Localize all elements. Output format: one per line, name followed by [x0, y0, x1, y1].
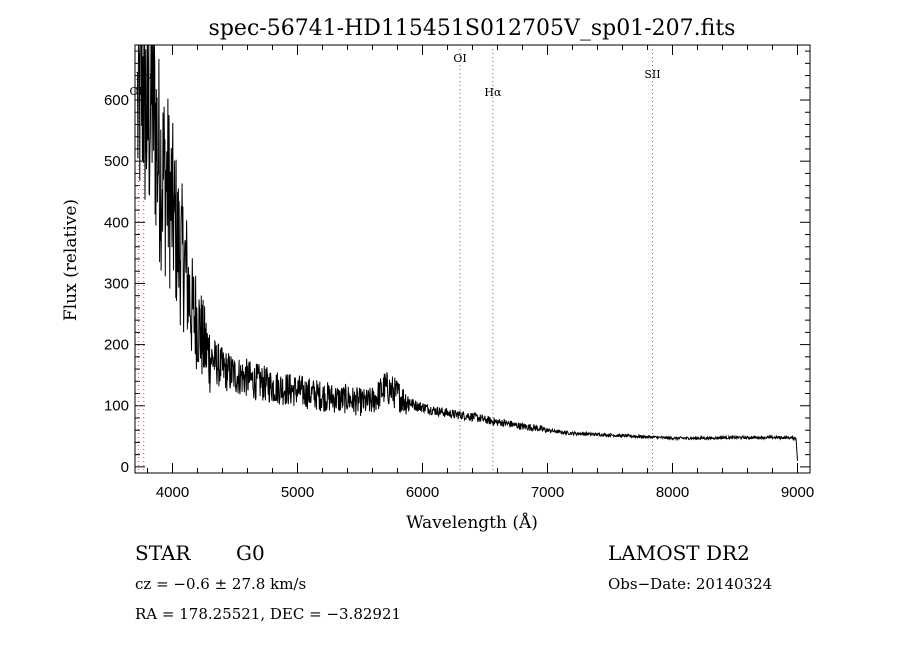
y-axis-label: Flux (relative) [61, 199, 81, 321]
emission-line-label: SII [644, 68, 660, 81]
y-tick-label: 600 [104, 92, 129, 109]
plot-frame [134, 44, 811, 474]
plot-axes: 4000 5000 6000 7000 8000 9000 0 100 200 300 400 500… [104, 44, 814, 501]
emission-line-label: Hα [484, 86, 502, 99]
spectrum-line [137, 44, 798, 461]
observation-date: Obs−Date: 20140324 [608, 575, 773, 593]
survey-label: LAMOST DR2 [608, 541, 750, 565]
redshift-cz: cz = −0.6 ± 27.8 km/s [135, 575, 307, 593]
x-tick-label: 5000 [281, 484, 314, 501]
object-class: STAR [135, 541, 191, 565]
y-tick-label: 400 [104, 214, 129, 231]
x-tick-label: 4000 [156, 484, 189, 501]
y-tick-label: 100 [104, 398, 129, 415]
y-tick-label: 300 [104, 275, 129, 292]
coordinates: RA = 178.25521, DEC = −3.82921 [135, 605, 402, 623]
y-tick-label: 200 [104, 337, 129, 354]
x-tick-label: 8000 [656, 484, 689, 501]
x-axis-label: Wavelength (Å) [406, 512, 538, 533]
y-tick-label: 500 [104, 153, 129, 170]
chart-title: spec-56741-HD115451S012705V_sp01-207.fit… [209, 16, 736, 41]
y-tick-label: 0 [121, 459, 129, 476]
x-tick-label: 6000 [406, 484, 439, 501]
spectral-subclass: G0 [236, 541, 265, 565]
spectrum-plot: spec-56741-HD115451S012705V_sp01-207.fit… [61, 16, 814, 533]
x-tick-label: 7000 [531, 484, 564, 501]
emission-line-label: OI [453, 52, 466, 65]
x-tick-label: 9000 [781, 484, 814, 501]
